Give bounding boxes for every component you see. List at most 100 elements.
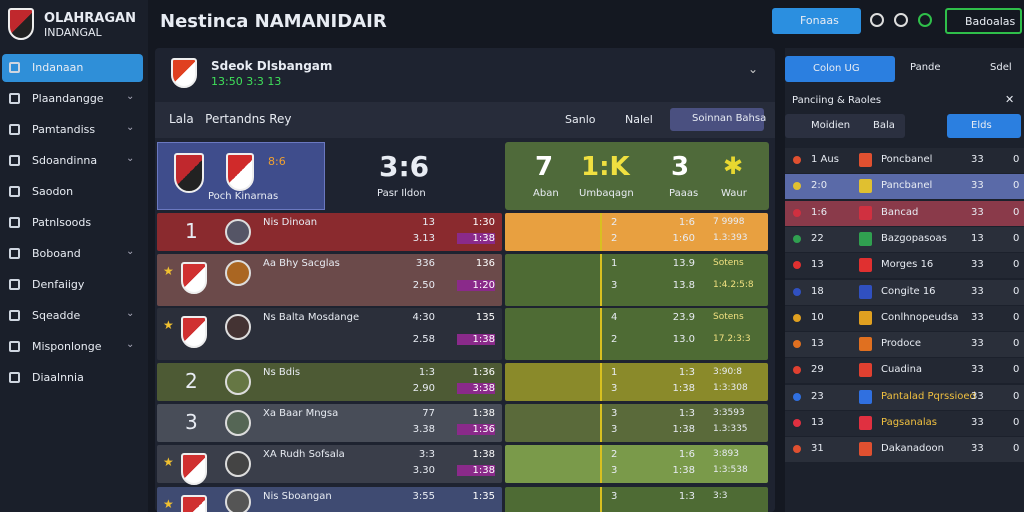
side-tab[interactable]: Pande: [910, 62, 941, 73]
stat: 0: [1013, 364, 1020, 376]
page-title: Nestinca NAMANIDAIR: [160, 11, 387, 32]
player-stats: 4 23.9 Sotens 2 13.0 17.2:3:3: [505, 308, 768, 360]
close[interactable]: ✕: [1005, 93, 1015, 106]
team-logo: [859, 363, 872, 378]
team-logo: [859, 442, 872, 457]
standing-row: 29 Cuadina 33 0: [785, 358, 1024, 384]
primary-button[interactable]: Fonaas: [772, 8, 861, 34]
account-button[interactable]: Badoalas: [945, 8, 1022, 34]
nav-item[interactable]: Misponlonge: [32, 340, 102, 353]
badge-text: 3:3: [713, 491, 728, 501]
nav-item[interactable]: Pamtandiss: [32, 123, 96, 136]
icon-button[interactable]: [918, 13, 932, 27]
stat: 1:36: [457, 424, 495, 435]
stat: 1:3: [678, 367, 695, 378]
standing-row: 18 Congite 16 33 0: [785, 279, 1024, 305]
badge-text: 17.2:3:3: [713, 334, 751, 344]
stat: 1:38: [472, 449, 495, 460]
player-name: Ns Balta Mosdange: [263, 312, 360, 323]
filter[interactable]: Bala: [873, 120, 895, 131]
nav-item[interactable]: Patnlsoods: [32, 216, 92, 229]
nav-icon: [9, 372, 20, 383]
icon-button[interactable]: [894, 13, 908, 27]
rank-icon: [793, 445, 801, 454]
nav-item[interactable]: Indanaan: [32, 61, 84, 74]
nav-chevron: ⌄: [126, 153, 135, 164]
nav-item[interactable]: Sqeadde: [32, 309, 81, 322]
stat: 33: [971, 154, 984, 165]
stat: 0: [1013, 390, 1020, 402]
stat: 1:38: [457, 233, 495, 244]
team-logo: [859, 416, 872, 430]
player-name: XA Rudh Sofsala: [263, 449, 345, 460]
team-name: Morges 16: [881, 259, 934, 271]
nav-item[interactable]: Diaalnnia: [32, 371, 84, 384]
badge-text: 1:4.2:5:8: [713, 280, 754, 290]
stat: 3.13: [412, 233, 435, 244]
nav-icon: [9, 248, 20, 259]
tab-button[interactable]: Soinnan Bahsa: [670, 108, 766, 131]
filter[interactable]: Elds: [947, 114, 1021, 138]
player-name: Xa Baar Mngsa: [263, 408, 339, 419]
player-stats: 3 1:3 3:3593 3 1:38 1.3:335: [505, 404, 768, 442]
badge-text: 1:3:308: [713, 383, 748, 393]
side-panel: Colon UG Pande Sdel Panciing & Raoles ✕ Moidi…: [785, 48, 1024, 512]
nav-item[interactable]: Denfaiigy: [32, 278, 85, 291]
side-tab[interactable]: Colon UG: [785, 56, 895, 82]
badge-text: 3:893: [713, 449, 739, 459]
avatar: [225, 369, 251, 395]
rank-icon: [793, 366, 801, 375]
stat: 1:36: [472, 367, 495, 378]
player-row: ★ Ns Balta Mosdange 4:30 135 2.58 1:38: [157, 308, 502, 360]
rank-icon: [793, 313, 801, 322]
tab-link[interactable]: Sanlo: [565, 113, 596, 126]
stat: 0: [1013, 443, 1020, 455]
side-heading: Panciing & Raoles: [792, 95, 882, 106]
icon-button[interactable]: [870, 13, 884, 27]
nav-item[interactable]: Saodon: [32, 185, 74, 198]
nav-chevron: ⌄: [126, 339, 135, 350]
stat: 1:38: [672, 465, 695, 476]
filter[interactable]: Moidien: [785, 114, 905, 138]
stat: 0: [1013, 285, 1020, 297]
nav-item[interactable]: Boboand: [32, 247, 81, 260]
standing-rank: 13: [811, 417, 824, 428]
avatar: [225, 451, 251, 477]
standing-rank: 10: [811, 311, 824, 323]
team-name: Pancbanel: [881, 180, 933, 192]
player-row: 3 Xa Baar Mngsa 77 1:38 3.38 1:36: [157, 404, 502, 442]
collapse[interactable]: ⌄: [748, 62, 759, 76]
team-name: Dakanadoon: [881, 443, 944, 455]
player-stats: 1 13.9 Sotens 3 13.8 1:4.2:5:8: [505, 254, 768, 306]
stat: 33: [971, 259, 984, 271]
stat: 1:38: [472, 408, 495, 419]
team-logo: [859, 389, 872, 404]
stat: 4: [611, 312, 618, 323]
stat: 23.9: [672, 312, 695, 323]
standing-row: 13 Morges 16 33 0: [785, 253, 1024, 279]
scoreboard-home: 8:6 Poch Kinarnas: [157, 142, 325, 210]
team-logo: [859, 179, 872, 194]
side-tab[interactable]: Sdel: [990, 62, 1012, 73]
star-icon: ★: [163, 497, 174, 511]
standing-row: 10 Conlhnopeudsa 33 0: [785, 305, 1024, 331]
tab-row: Lala Pertandns Rey Sanlo Nalel Soinnan Bahs…: [155, 102, 775, 138]
stat: 336: [415, 258, 435, 269]
nav-icon: [9, 93, 20, 104]
stat: 2: [611, 233, 618, 244]
avatar: [225, 410, 251, 436]
standing-row: 1 Aus Poncbanel 33 0: [785, 148, 1024, 173]
badge-text: Sotens: [713, 312, 744, 322]
player-name: Ns Bdis: [263, 367, 301, 378]
stat: 1:38: [457, 334, 495, 345]
team-badge: [181, 453, 207, 485]
rank-icon: [793, 287, 801, 296]
nav-item[interactable]: Sdoandinna: [32, 154, 98, 167]
nav-item[interactable]: Plaandangge: [32, 92, 104, 105]
badge-text: 7 9998: [713, 217, 745, 227]
stat: 1:38: [672, 383, 695, 394]
team-name: Congite 16: [881, 285, 936, 297]
tab-link[interactable]: Nalel: [625, 113, 653, 126]
stat-value: 1:K: [581, 152, 630, 182]
